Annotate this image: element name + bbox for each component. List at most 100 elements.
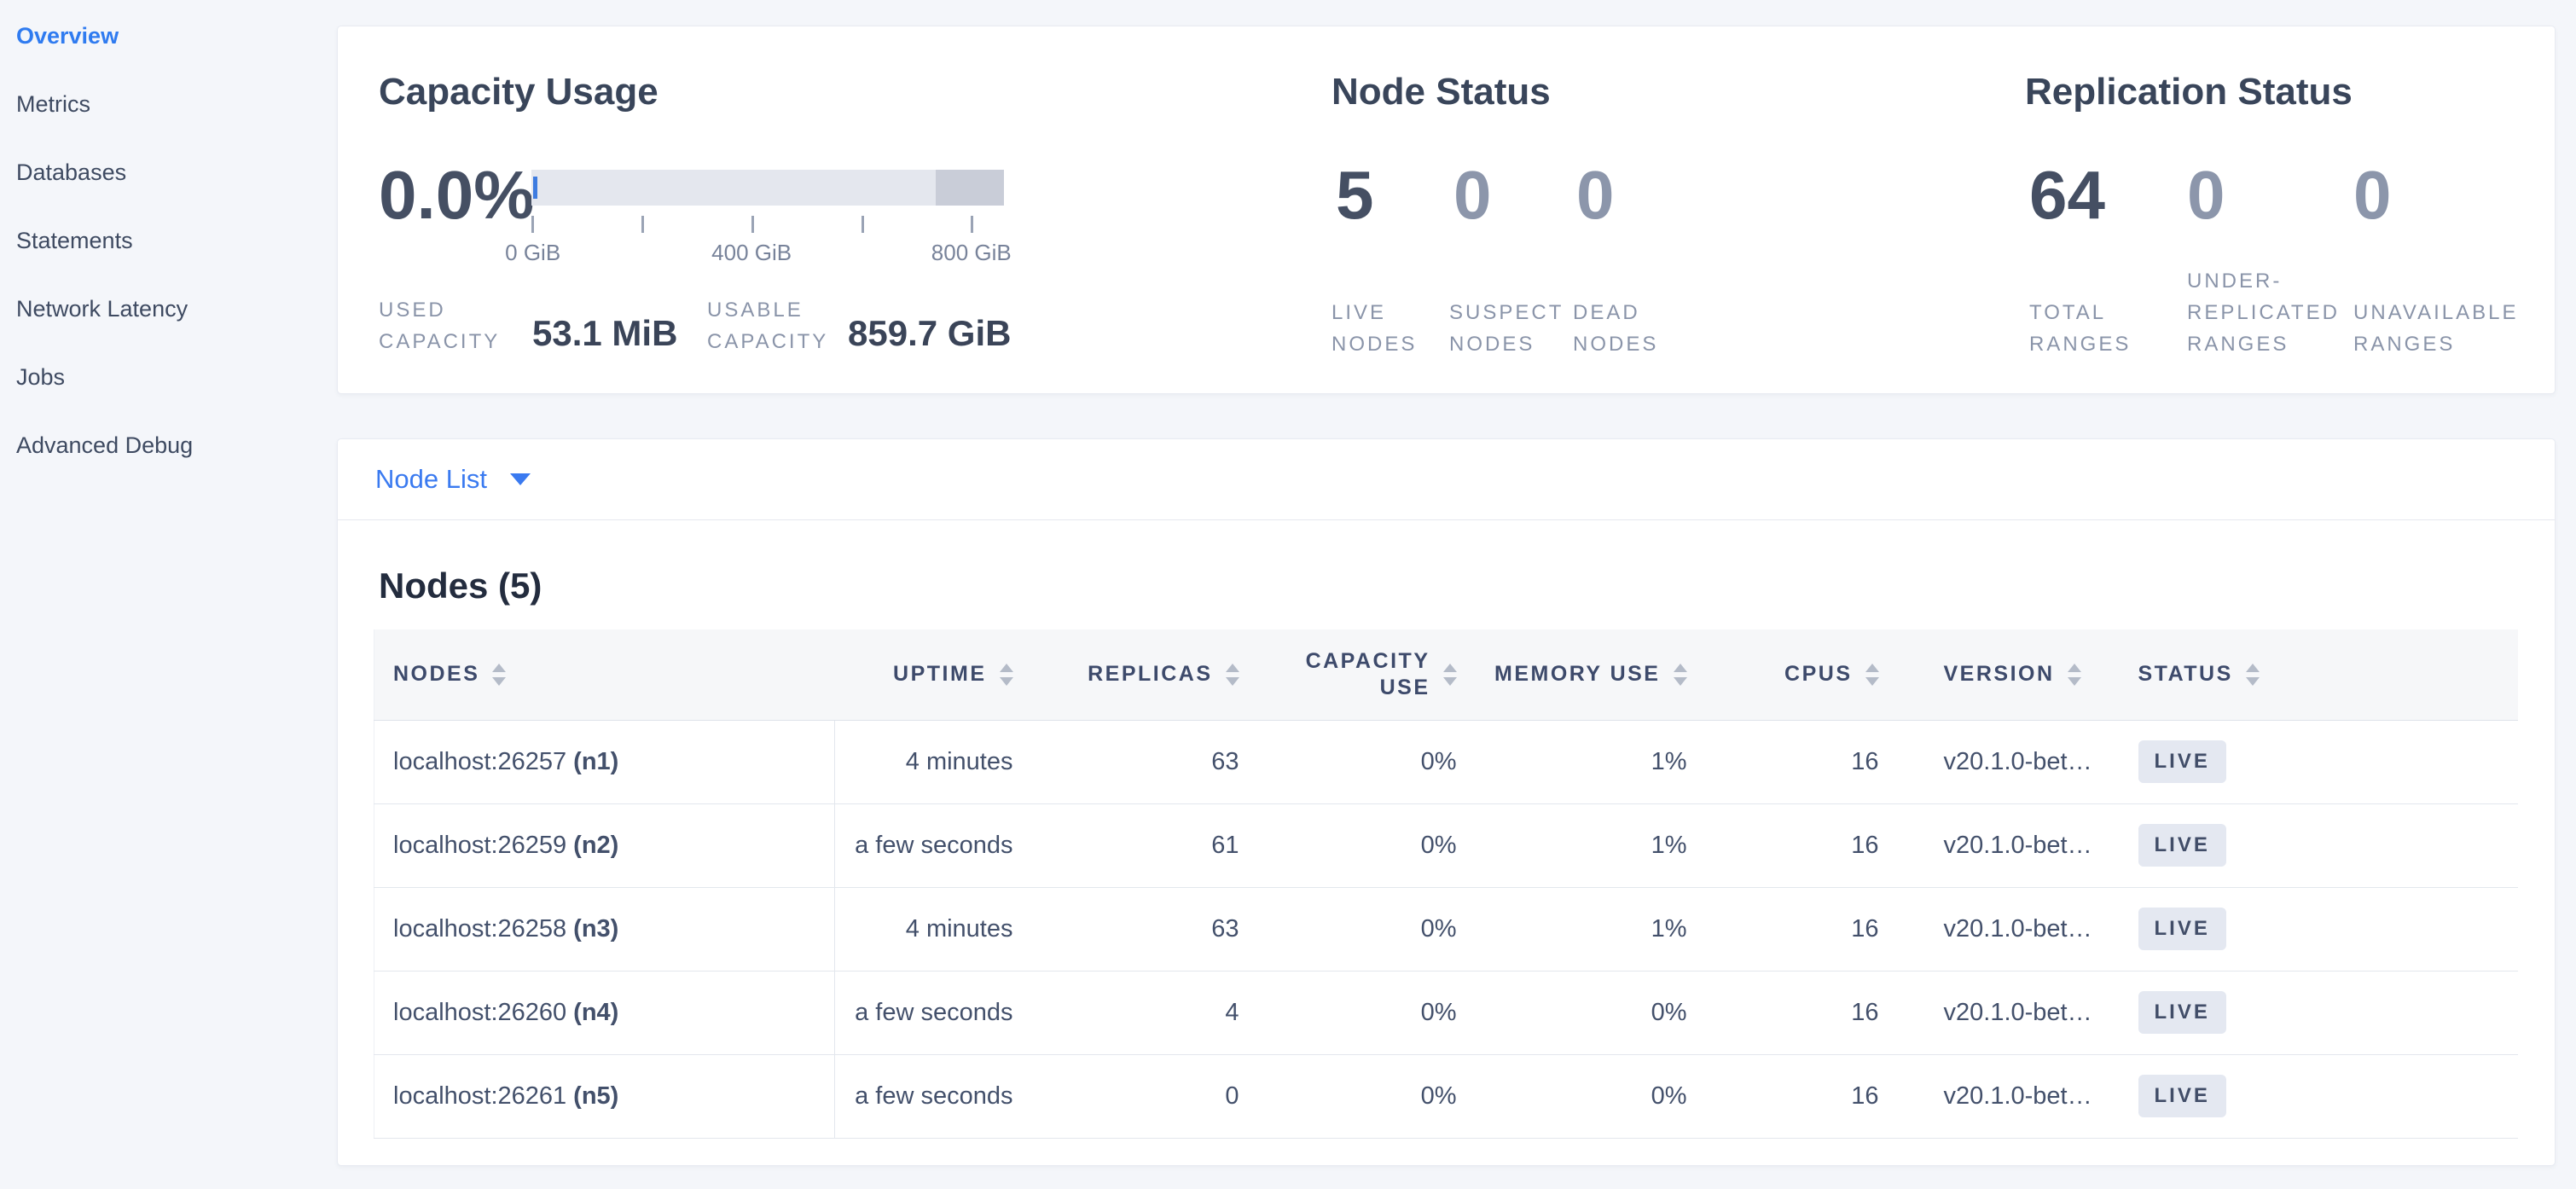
cpus-cell: 16	[1707, 971, 1900, 1055]
sidebar-item-databases[interactable]: Databases	[16, 159, 127, 185]
dead-nodes-label: DEAD NODES	[1573, 301, 1659, 356]
dead-nodes-count: 0	[1576, 157, 1615, 233]
version-cell: v20.1.0-bet…	[1899, 887, 2109, 972]
sort-icon[interactable]	[1225, 663, 1239, 686]
total-ranges-label: TOTAL RANGES	[2029, 301, 2132, 356]
axis-tick	[531, 216, 534, 233]
under-replicated-ranges-label: UNDER-REPLICATED RANGES	[2187, 270, 2340, 356]
sidebar-item-overview[interactable]: Overview	[16, 22, 119, 49]
memory-use-cell: 1%	[1477, 803, 1708, 888]
axis-tick	[751, 216, 754, 233]
memory-use-cell: 0%	[1477, 971, 1708, 1055]
sidebar-item-jobs[interactable]: Jobs	[16, 363, 66, 390]
status-badge: LIVE	[2138, 824, 2226, 867]
capacity-use-cell: 0%	[1259, 887, 1477, 972]
capacity-bar-nonusable-segment	[935, 170, 1004, 206]
table-row-n4[interactable]: localhost:26260 (n4) a few seconds 4 0% 0…	[374, 971, 2518, 1055]
unavailable-ranges-label: UNAVAILABLE RANGES	[2353, 301, 2519, 356]
axis-tick	[861, 216, 864, 233]
version-cell: v20.1.0-bet…	[1899, 803, 2109, 888]
status-badge: LIVE	[2138, 740, 2226, 783]
sidebar-item-network-latency[interactable]: Network Latency	[16, 295, 189, 322]
status-badge: LIVE	[2138, 991, 2226, 1034]
column-header-cpus[interactable]: CPUS	[1707, 629, 1900, 721]
column-header-nodes[interactable]: NODES	[374, 629, 835, 721]
memory-use-cell: 0%	[1477, 1054, 1708, 1139]
column-label: CPUS	[1784, 662, 1853, 687]
column-header-memory-use[interactable]: MEMORY USE	[1477, 629, 1708, 721]
node-address[interactable]: localhost:26257	[393, 747, 567, 775]
column-header-status[interactable]: STATUS	[2108, 629, 2316, 721]
uptime-cell: a few seconds	[834, 1054, 1034, 1139]
axis-label-400gib: 400 GiB	[711, 240, 792, 265]
version-cell: v20.1.0-bet…	[1899, 971, 2109, 1055]
capacity-bar-track	[531, 170, 1004, 206]
axis-label-800gib: 800 GiB	[931, 240, 1012, 265]
node-list-header: Node List	[338, 439, 2555, 520]
live-nodes-label: LIVE NODES	[1332, 301, 1418, 356]
node-list-card: Node List Nodes (5) NODES UPTIME	[337, 438, 2556, 1166]
column-header-capacity-use[interactable]: CAPACITY USE	[1259, 629, 1477, 721]
version-cell: v20.1.0-bet…	[1899, 720, 2109, 804]
sort-icon[interactable]	[1442, 663, 1457, 686]
sort-icon[interactable]	[1865, 663, 1879, 686]
axis-tick	[971, 216, 974, 233]
column-label: NODES	[393, 662, 480, 687]
version-cell: v20.1.0-bet…	[1899, 1054, 2109, 1139]
capacity-used-percent: 0.0%	[379, 157, 535, 233]
nodes-count-title: Nodes (5)	[379, 566, 542, 606]
sort-icon[interactable]	[999, 663, 1013, 686]
uptime-cell: 4 minutes	[834, 720, 1034, 804]
status-badge: LIVE	[2138, 1075, 2226, 1117]
node-address[interactable]: localhost:26260	[393, 998, 567, 1026]
column-header-replicas[interactable]: REPLICAS	[1033, 629, 1260, 721]
sidebar-item-advanced-debug[interactable]: Advanced Debug	[16, 432, 194, 458]
unavailable-ranges-count: 0	[2353, 157, 2392, 233]
memory-use-cell: 1%	[1477, 720, 1708, 804]
table-row-n5[interactable]: localhost:26261 (n5) a few seconds 0 0% 0…	[374, 1054, 2518, 1139]
node-address[interactable]: localhost:26259	[393, 831, 567, 859]
node-id: (n3)	[573, 914, 619, 942]
sidebar-item-statements[interactable]: Statements	[16, 227, 133, 253]
under-replicated-ranges-count: 0	[2187, 157, 2225, 233]
capacity-use-cell: 0%	[1259, 803, 1477, 888]
column-label: UPTIME	[893, 662, 987, 687]
column-header-version[interactable]: VERSION	[1899, 629, 2109, 721]
table-row-n2[interactable]: localhost:26259 (n2) a few seconds 61 0% …	[374, 803, 2518, 888]
replicas-cell: 0	[1033, 1054, 1260, 1139]
used-capacity-label: USED CAPACITY	[379, 299, 501, 353]
capacity-use-cell: 0%	[1259, 971, 1477, 1055]
table-row-n1[interactable]: localhost:26257 (n1) 4 minutes 63 0% 1% 1…	[374, 720, 2518, 804]
cpus-cell: 16	[1707, 887, 1900, 972]
sort-icon[interactable]	[2067, 663, 2081, 686]
capacity-usage-title: Capacity Usage	[379, 71, 659, 113]
memory-use-cell: 1%	[1477, 887, 1708, 972]
node-address[interactable]: localhost:26261	[393, 1082, 567, 1110]
axis-tick	[641, 216, 645, 233]
suspect-nodes-count: 0	[1453, 157, 1492, 233]
sort-icon[interactable]	[2245, 663, 2260, 686]
column-label: REPLICAS	[1088, 662, 1213, 687]
node-address[interactable]: localhost:26258	[393, 914, 567, 942]
cpus-cell: 16	[1707, 720, 1900, 804]
column-label: MEMORY USE	[1494, 662, 1661, 687]
nodes-table: NODES UPTIME REPLICAS CAPACITY USE	[374, 629, 2518, 1139]
sidebar-item-metrics[interactable]: Metrics	[16, 90, 90, 117]
replicas-cell: 61	[1033, 803, 1260, 888]
column-label: CAPACITY USE	[1305, 648, 1430, 699]
uptime-cell: a few seconds	[834, 803, 1034, 888]
column-header-uptime[interactable]: UPTIME	[834, 629, 1034, 721]
cpus-cell: 16	[1707, 1054, 1900, 1139]
sort-icon[interactable]	[1673, 663, 1687, 686]
table-row-n3[interactable]: localhost:26258 (n3) 4 minutes 63 0% 1% 1…	[374, 887, 2518, 972]
node-id: (n1)	[573, 747, 619, 775]
replication-status-title: Replication Status	[2025, 71, 2353, 113]
uptime-cell: 4 minutes	[834, 887, 1034, 972]
node-id: (n4)	[573, 998, 619, 1026]
column-label: STATUS	[2138, 662, 2233, 687]
replicas-cell: 4	[1033, 971, 1260, 1055]
node-status-title: Node Status	[1332, 71, 1551, 113]
capacity-bar-chart: 0 GiB 400 GiB 800 GiB	[505, 170, 1012, 291]
node-list-dropdown[interactable]: Node List	[375, 464, 531, 495]
sort-icon[interactable]	[492, 663, 507, 686]
